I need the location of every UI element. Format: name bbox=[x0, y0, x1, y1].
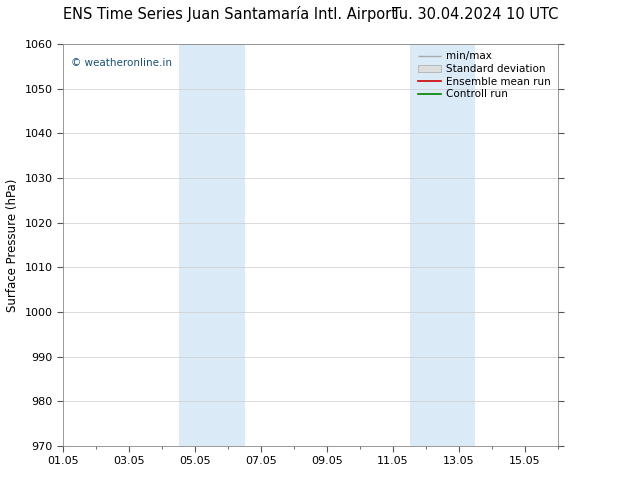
Text: Tu. 30.04.2024 10 UTC: Tu. 30.04.2024 10 UTC bbox=[392, 7, 558, 22]
Text: © weatheronline.in: © weatheronline.in bbox=[71, 58, 172, 68]
Y-axis label: Surface Pressure (hPa): Surface Pressure (hPa) bbox=[6, 178, 19, 312]
Bar bbox=[179, 44, 245, 446]
Text: ENS Time Series Juan Santamaría Intl. Airport: ENS Time Series Juan Santamaría Intl. Ai… bbox=[63, 6, 398, 22]
Legend: min/max, Standard deviation, Ensemble mean run, Controll run: min/max, Standard deviation, Ensemble me… bbox=[416, 49, 553, 101]
Bar bbox=[410, 44, 476, 446]
